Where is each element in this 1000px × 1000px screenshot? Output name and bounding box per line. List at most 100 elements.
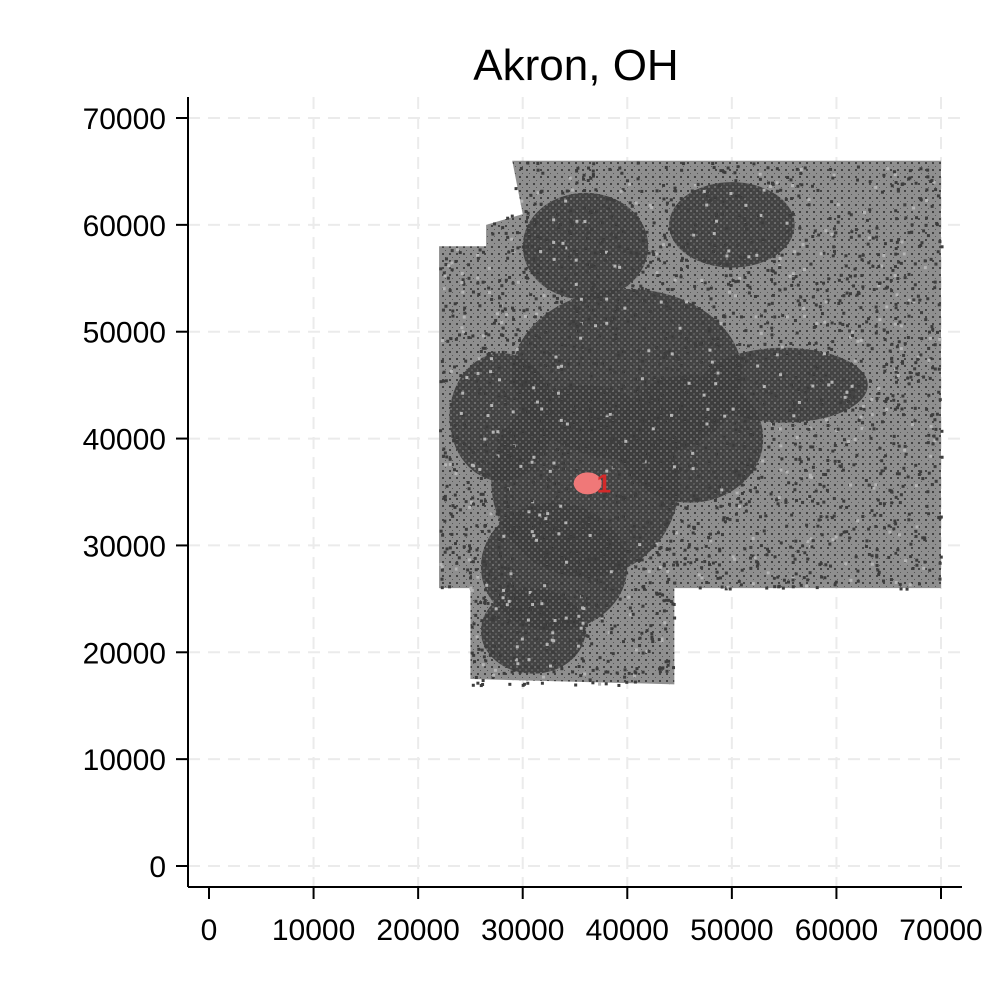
map-pixel [816,366,820,370]
map-pixel [661,282,665,286]
map-pixel [693,183,697,187]
map-pixel [534,344,538,348]
map-pixel [660,376,664,380]
map-pixel [490,650,494,654]
map-pixel [829,564,833,568]
map-pixel [562,467,566,471]
map-pixel [692,494,696,498]
map-pixel [785,524,789,528]
map-pixel [904,216,908,220]
map-pixel [632,524,636,528]
map-pixel [662,599,666,603]
map-pixel [742,475,746,479]
map-pixel [804,238,808,242]
map-pixel [616,516,620,520]
map-pixel [746,426,750,430]
map-pixel [832,497,836,501]
map-pixel [559,504,563,508]
map-pixel [572,345,576,349]
map-pixel [461,330,465,334]
map-pixel [838,299,842,303]
map-pixel [709,342,713,346]
map-pixel [563,426,567,430]
map-pixel [726,441,730,445]
map-pixel [580,657,584,661]
map-pixel [562,461,566,465]
map-pixel [671,203,675,207]
map-pixel [562,452,566,456]
map-pixel [700,576,704,580]
map-pixel [841,468,845,472]
map-pixel [500,565,504,569]
map-pixel [531,602,535,606]
map-pixel [784,197,788,201]
map-pixel [496,430,500,434]
map-pixel [506,488,510,492]
map-pixel [463,306,467,310]
map-pixel [643,467,647,471]
map-pixel [566,620,570,624]
map-pixel [516,280,520,284]
map-pixel [676,357,680,361]
map-pixel [494,607,498,611]
map-pixel [445,484,449,488]
map-pixel [736,405,740,409]
map-pixel [669,600,673,604]
map-pixel [795,435,799,439]
map-pixel [709,286,713,290]
map-pixel [665,669,669,673]
map-pixel [609,631,613,635]
map-pixel [720,213,724,217]
map-pixel [565,443,569,447]
map-pixel [613,309,617,313]
map-pixel [540,681,544,685]
map-pixel [642,567,646,571]
map-pixel [516,662,520,666]
map-pixel [895,240,899,244]
map-pixel [634,377,638,381]
map-pixel [608,519,612,523]
map-pixel [491,465,495,469]
map-pixel [773,352,777,356]
map-pixel [691,301,695,305]
map-pixel [828,542,832,546]
map-pixel [598,656,602,660]
map-pixel [832,227,836,231]
map-pixel [597,295,601,299]
map-pixel [481,346,485,350]
map-pixel [710,419,714,423]
map-pixel [871,236,875,240]
map-pixel [889,238,893,242]
map-pixel [467,487,471,491]
map-pixel [765,586,769,590]
map-pixel [471,290,475,294]
map-pixel [716,319,720,323]
map-pixel [519,609,523,613]
map-pixel [538,612,542,616]
map-pixel [735,491,739,495]
map-pixel [666,570,670,574]
map-pixel [544,364,548,368]
map-pixel [465,376,469,380]
map-pixel [564,246,568,250]
map-pixel [780,457,784,461]
map-pixel [684,469,688,473]
map-pixel [622,460,626,464]
map-pixel [797,194,801,198]
map-pixel [716,531,720,535]
map-pixel [830,200,834,204]
map-pixel [576,325,580,329]
map-pixel [822,472,826,476]
map-pixel [676,502,680,506]
map-pixel [583,672,587,676]
map-pixel [799,171,803,175]
map-pixel [755,560,759,564]
map-pixel [824,473,828,477]
map-pixel [898,320,902,324]
map-pixel [837,459,841,463]
map-pixel [713,498,717,502]
map-pixel [626,298,630,302]
map-pixel [882,502,886,506]
map-pixel [453,424,457,428]
map-pixel [467,549,471,553]
